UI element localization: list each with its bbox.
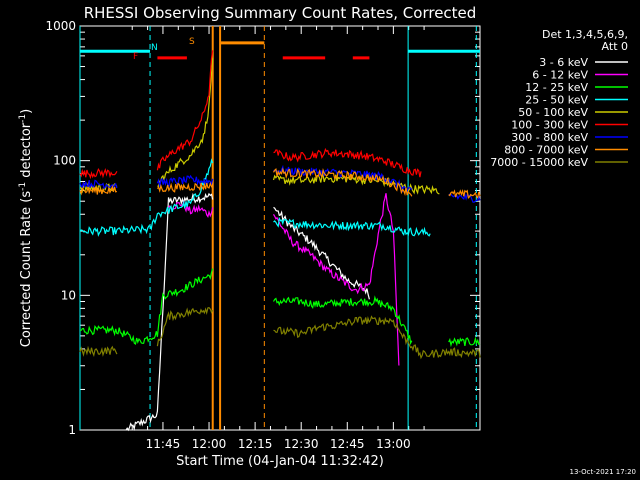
series-800-7000-kev — [79, 167, 481, 200]
y-tick-label: 100 — [53, 154, 76, 168]
flag-bands — [80, 41, 480, 60]
timestamp: 13-Oct-2021 17:20 — [570, 468, 636, 476]
legend-label: 50 - 100 keV — [518, 106, 588, 119]
legend-label: 800 - 7000 keV — [504, 144, 588, 157]
legend-label: 3 - 6 keV — [539, 56, 588, 69]
series-3-6-kev — [125, 192, 370, 432]
x-tick-label: 12:00 — [192, 437, 227, 451]
x-tick-label: 12:45 — [330, 437, 365, 451]
series-6-12-kev — [168, 193, 400, 366]
flag-label-saa: S — [189, 37, 195, 47]
y-axis-label: Corrected Count Rate (s-1 detector-1) — [18, 109, 34, 347]
legend-label: 25 - 50 keV — [525, 94, 588, 107]
x-tick-label: 12:15 — [238, 437, 273, 451]
x-tick-label: 12:30 — [284, 437, 319, 451]
chart-title: RHESSI Observing Summary Count Rates, Co… — [84, 4, 477, 22]
x-tick-label: 13:00 — [376, 437, 411, 451]
plot-frame — [79, 25, 481, 431]
legend-label: 6 - 12 keV — [532, 69, 588, 82]
series-group — [79, 50, 481, 432]
series-100-300-kev — [80, 50, 480, 177]
series-300-800-kev — [79, 164, 481, 203]
axis-ticks — [80, 25, 480, 431]
legend-label: 100 - 300 keV — [511, 119, 588, 132]
series-7000-15000-kev — [79, 307, 481, 360]
legend-label: 7000 - 15000 keV — [490, 156, 588, 169]
legend-title-2: Att 0 — [602, 40, 628, 53]
y-tick-label: 10 — [61, 288, 76, 302]
series-12-25-kev — [80, 268, 481, 348]
legend-title-1: Det 1,3,4,5,6,9, — [542, 28, 628, 41]
x-axis-label: Start Time (04-Jan-04 11:32:42) — [176, 454, 384, 469]
x-tick-label: 11:45 — [146, 437, 181, 451]
event-lines — [79, 26, 477, 430]
flag-label-night: N — [151, 43, 158, 53]
y-tick-label: 1000 — [45, 19, 76, 33]
y-tick-label: 1 — [68, 423, 76, 437]
legend-label: 12 - 25 keV — [525, 81, 588, 94]
x-tick-labels: 11:45 12:00 12:15 12:30 12:45 13:00 — [146, 437, 411, 451]
y-tick-labels: 1 10 100 1000 — [45, 19, 76, 437]
legend-label: 300 - 800 keV — [511, 131, 588, 144]
flag-label-fast: F — [133, 52, 138, 62]
